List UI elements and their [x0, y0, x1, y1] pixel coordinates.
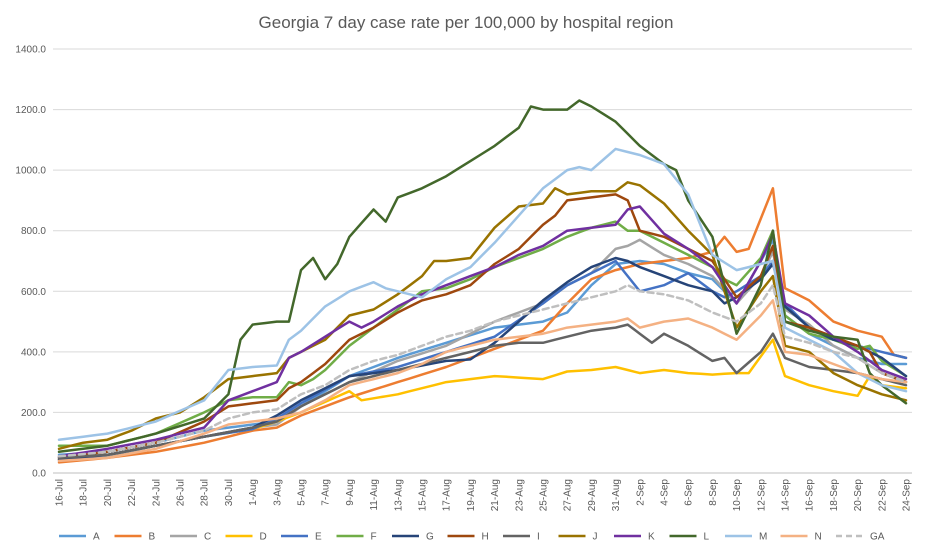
x-tick-label: 26-Jul — [176, 479, 187, 506]
y-tick-label: 400.0 — [21, 347, 46, 358]
x-tick-label: 31-Aug — [611, 479, 622, 511]
y-tick-label: 1000.0 — [15, 166, 46, 177]
series-line-j — [57, 181, 908, 451]
legend-label-n: N — [815, 532, 822, 543]
x-tick-label: 18-Jul — [79, 479, 90, 506]
y-tick-label: 200.0 — [21, 408, 46, 419]
x-tick-label: 25-Aug — [538, 479, 549, 511]
legend-label-i: I — [537, 532, 540, 543]
x-tick-label: 2-Sep — [635, 479, 646, 506]
x-tick-label: 8-Sep — [708, 479, 719, 506]
gridlines — [53, 48, 912, 474]
x-tick-label: 20-Jul — [103, 479, 114, 506]
legend-label-m: M — [759, 532, 767, 543]
x-tick-label: 24-Jul — [151, 479, 162, 506]
x-tick-label: 3-Aug — [272, 479, 283, 506]
x-tick-label: 15-Aug — [418, 479, 429, 511]
x-tick-label: 16-Jul — [55, 479, 66, 506]
x-tick-label: 11-Aug — [369, 479, 380, 511]
y-tick-label: 600.0 — [21, 287, 46, 298]
x-tick-label: 10-Sep — [732, 479, 743, 512]
y-tick-label: 800.0 — [21, 226, 46, 237]
x-tick-label: 5-Aug — [297, 479, 308, 506]
series-line-k — [57, 205, 908, 458]
x-axis-ticks: 16-Jul 18-Jul 20-Jul 22-Jul 24-Jul 26-Jul 28-J… — [55, 479, 913, 512]
x-tick-label: 22-Jul — [127, 479, 138, 506]
series-line-m — [57, 147, 908, 441]
chart-title: Georgia 7 day case rate per 100,000 by h… — [259, 13, 674, 32]
legend-label-c: C — [204, 532, 211, 543]
legend-label-h: H — [482, 532, 489, 543]
x-tick-label: 7-Aug — [321, 479, 332, 506]
legend: A B C D E F G H I J K L M N GA — [59, 532, 885, 543]
x-tick-label: 14-Sep — [780, 479, 791, 512]
x-tick-label: 19-Aug — [466, 479, 477, 511]
legend-label-k: K — [648, 532, 655, 543]
y-tick-label: 1200.0 — [15, 105, 46, 116]
series-lines — [57, 99, 908, 464]
x-tick-label: 21-Aug — [490, 479, 501, 511]
legend-label-j: J — [593, 532, 598, 543]
series-line-ga — [57, 283, 908, 458]
series-line-l — [57, 99, 908, 454]
x-tick-label: 16-Sep — [805, 479, 816, 512]
x-tick-label: 24-Sep — [901, 479, 912, 512]
x-tick-label: 6-Sep — [684, 479, 695, 506]
legend-label-e: E — [315, 532, 322, 543]
legend-label-g: G — [426, 532, 434, 543]
x-tick-label: 9-Aug — [345, 479, 356, 506]
x-tick-label: 28-Jul — [200, 479, 211, 506]
legend-label-ga: GA — [870, 532, 885, 543]
series-line-n — [57, 299, 908, 463]
x-tick-label: 13-Aug — [393, 479, 404, 511]
y-tick-label: 0.0 — [32, 469, 46, 480]
x-tick-label: 4-Sep — [659, 479, 670, 506]
x-tick-label: 27-Aug — [563, 479, 574, 511]
legend-label-f: F — [371, 532, 377, 543]
x-tick-label: 12-Sep — [756, 479, 767, 512]
series-line-i — [57, 323, 908, 460]
legend-label-a: A — [93, 532, 100, 543]
series-line-b — [57, 187, 908, 464]
x-tick-label: 29-Aug — [587, 479, 598, 511]
x-tick-label: 1-Aug — [248, 479, 259, 506]
x-tick-label: 22-Sep — [877, 479, 888, 512]
x-tick-label: 20-Sep — [853, 479, 864, 512]
legend-label-b: B — [149, 532, 156, 543]
y-tick-label: 1400.0 — [15, 45, 46, 56]
y-axis-ticks: 0.0 200.0 400.0 600.0 800.0 1000.0 1200.0 1400.… — [15, 45, 46, 480]
series-line-d — [57, 338, 908, 461]
legend-label-d: D — [260, 532, 267, 543]
x-tick-label: 17-Aug — [442, 479, 453, 511]
x-tick-label: 18-Sep — [829, 479, 840, 512]
x-tick-label: 30-Jul — [224, 479, 235, 506]
x-tick-label: 23-Aug — [514, 479, 525, 511]
legend-label-l: L — [704, 532, 710, 543]
